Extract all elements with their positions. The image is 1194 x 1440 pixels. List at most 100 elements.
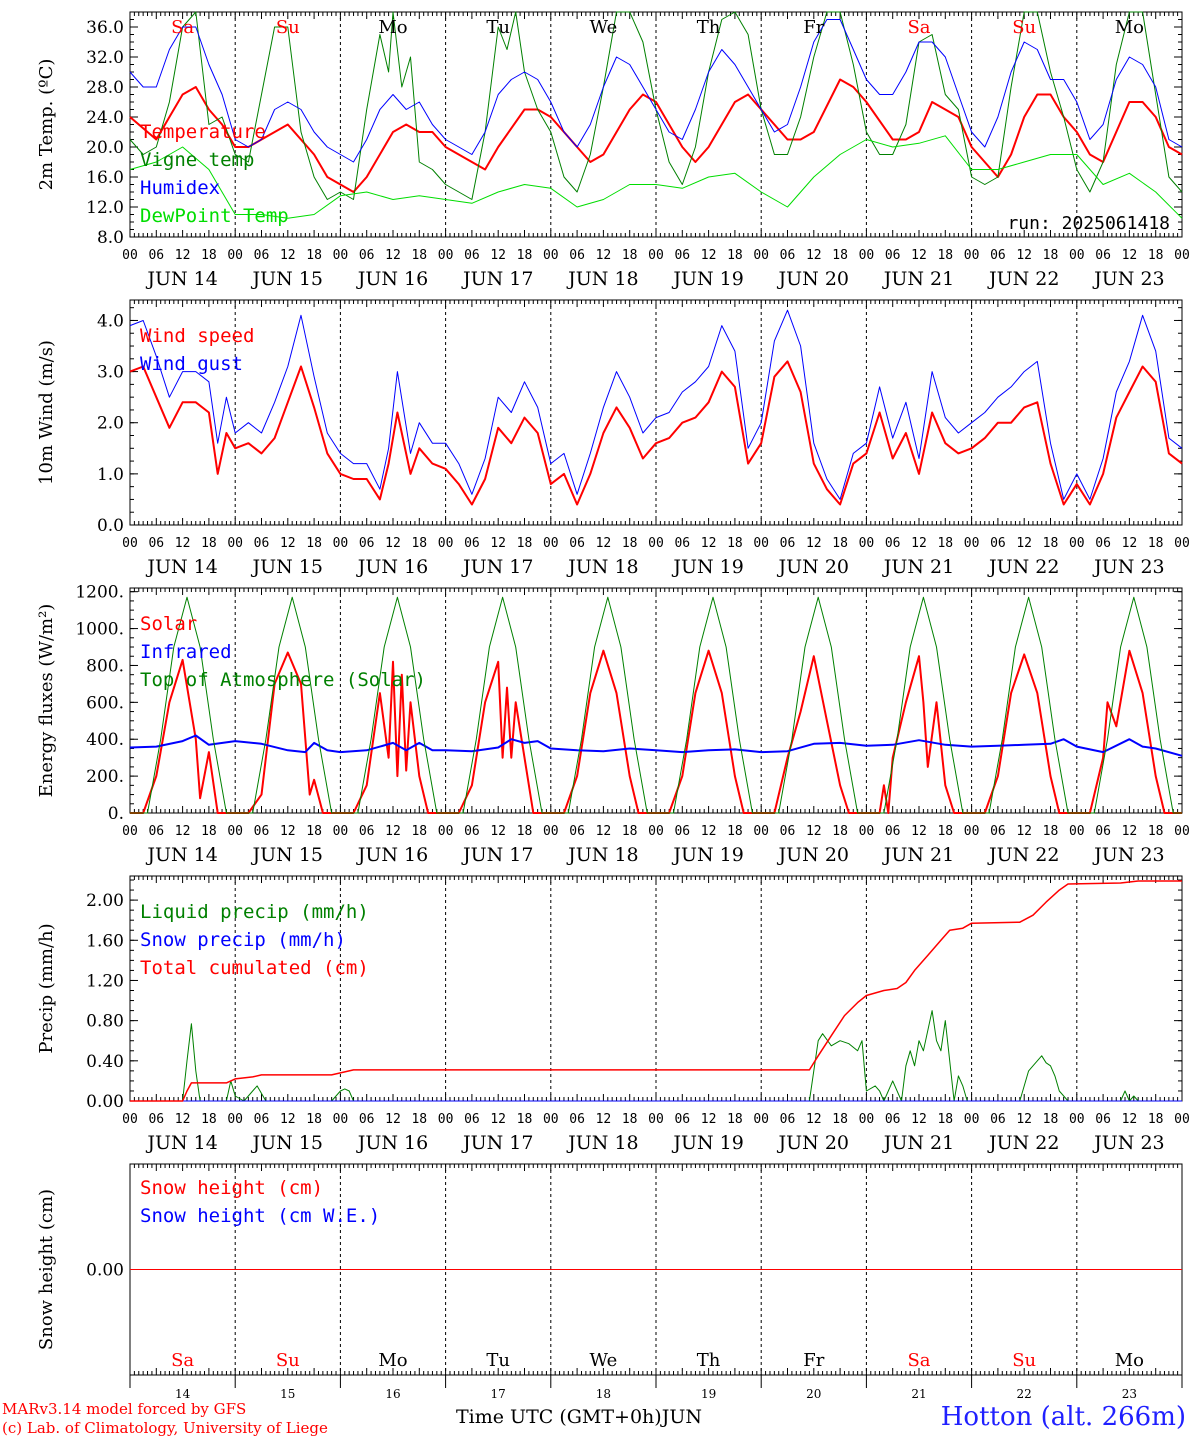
x-hour-label: 18 — [937, 248, 953, 263]
x-hour-label: 06 — [674, 536, 690, 551]
x-hour-label: 00 — [122, 536, 138, 551]
x-hour-label: 18 — [411, 536, 427, 551]
y-tick-label: 2.00 — [86, 891, 124, 911]
y-tick-label: 2.0 — [97, 414, 124, 434]
x-hour-label: 06 — [464, 248, 480, 263]
x-date-label: JUN 21 — [882, 844, 954, 866]
y-tick-label: 0.0 — [97, 516, 124, 536]
x-hour-label: 06 — [885, 824, 901, 839]
x-date-label: JUN 15 — [251, 556, 323, 578]
x-date-label: JUN 21 — [882, 1132, 954, 1154]
x-hour-label: 18 — [832, 536, 848, 551]
weekday-label-bottom: Fr — [803, 1350, 824, 1371]
x-hour-label: 12 — [280, 1112, 296, 1127]
y-tick-label: 32.0 — [86, 48, 124, 68]
x-hour-label: 18 — [201, 1112, 217, 1127]
x-date-label: JUN 15 — [251, 268, 323, 290]
x-hour-label: 12 — [490, 248, 506, 263]
x-hour-label: 00 — [753, 824, 769, 839]
x-hour-label: 12 — [806, 536, 822, 551]
x-hour-label: 00 — [543, 1112, 559, 1127]
x-hour-label: 18 — [411, 248, 427, 263]
x-hour-label: 00 — [227, 536, 243, 551]
x-hour-label: 00 — [859, 824, 875, 839]
x-hour-label: 06 — [1095, 1112, 1111, 1127]
x-hour-label: 12 — [596, 536, 612, 551]
x-hour-label: 12 — [385, 1112, 401, 1127]
legend-entry: Wind speed — [140, 325, 254, 347]
weekday-label-bottom: Su — [1012, 1350, 1036, 1371]
x-hour-label: 12 — [280, 824, 296, 839]
x-hour-label: 06 — [569, 1112, 585, 1127]
x-hour-label: 00 — [1174, 1112, 1190, 1127]
legend-entry: Top of Atmosphere (Solar) — [140, 669, 426, 691]
x-hour-label: 12 — [806, 824, 822, 839]
y-axis-label: Energy fluxes (W/m²) — [36, 604, 57, 798]
x-hour-label: 06 — [254, 824, 270, 839]
x-hour-label: 00 — [753, 536, 769, 551]
x-hour-label: 18 — [622, 248, 638, 263]
day-number-label: 17 — [491, 1387, 506, 1401]
series-line — [130, 880, 1182, 1102]
x-date-label: JUN 22 — [987, 844, 1059, 866]
legend-entry: Vigne temp — [140, 149, 254, 171]
x-date-label: JUN 19 — [671, 556, 743, 578]
x-hour-label: 06 — [254, 248, 270, 263]
x-hour-label: 18 — [201, 248, 217, 263]
y-tick-label: 400. — [86, 730, 124, 750]
x-hour-label: 18 — [517, 248, 533, 263]
x-hour-label: 18 — [1148, 1112, 1164, 1127]
x-hour-label: 12 — [385, 536, 401, 551]
x-hour-label: 00 — [964, 824, 980, 839]
x-hour-label: 00 — [438, 824, 454, 839]
x-hour-label: 12 — [911, 536, 927, 551]
x-hour-label: 06 — [674, 824, 690, 839]
legend-entry: Humidex — [140, 177, 220, 199]
x-date-label: JUN 23 — [1092, 268, 1164, 290]
x-hour-label: 18 — [517, 536, 533, 551]
x-date-label: JUN 16 — [356, 1132, 428, 1154]
x-hour-label: 06 — [780, 1112, 796, 1127]
legend-entry: Infrared — [140, 641, 232, 663]
x-hour-label: 00 — [333, 1112, 349, 1127]
x-date-label: JUN 17 — [461, 556, 533, 578]
x-date-label: JUN 20 — [777, 1132, 849, 1154]
x-hour-label: 00 — [1174, 824, 1190, 839]
x-hour-label: 06 — [359, 1112, 375, 1127]
x-hour-label: 18 — [832, 248, 848, 263]
x-date-label: JUN 20 — [777, 268, 849, 290]
x-hour-label: 00 — [964, 536, 980, 551]
y-tick-label: 1200. — [75, 583, 124, 603]
day-number-label: 22 — [1017, 1387, 1032, 1401]
y-tick-label: 800. — [86, 656, 124, 676]
y-tick-label: 0.80 — [86, 1012, 124, 1032]
x-date-label: JUN 23 — [1092, 844, 1164, 866]
credit-line-2: (c) Lab. of Climatology, University of L… — [2, 1419, 328, 1437]
x-hour-label: 00 — [122, 248, 138, 263]
x-date-label: JUN 22 — [987, 268, 1059, 290]
x-hour-label: 00 — [122, 824, 138, 839]
x-hour-label: 06 — [1095, 248, 1111, 263]
y-tick-label: 0.00 — [86, 1261, 124, 1281]
x-date-label: JUN 14 — [145, 1132, 217, 1154]
x-hour-label: 00 — [859, 536, 875, 551]
x-date-label: JUN 18 — [566, 556, 638, 578]
y-axis-label: Snow height (cm) — [36, 1189, 57, 1350]
x-hour-label: 00 — [227, 1112, 243, 1127]
station-name: Hotton (alt. 266m) — [940, 1402, 1186, 1432]
x-hour-label: 00 — [333, 536, 349, 551]
x-hour-label: 18 — [622, 824, 638, 839]
x-date-label: JUN 18 — [566, 268, 638, 290]
x-date-label: JUN 23 — [1092, 556, 1164, 578]
x-date-label: JUN 16 — [356, 844, 428, 866]
legend-entry: Wind gust — [140, 353, 243, 375]
x-hour-label: 06 — [569, 248, 585, 263]
x-hour-label: 00 — [438, 536, 454, 551]
x-hour-label: 06 — [464, 1112, 480, 1127]
y-tick-label: 20.0 — [86, 138, 124, 158]
x-date-label: JUN 20 — [777, 556, 849, 578]
x-hour-label: 18 — [622, 1112, 638, 1127]
legend-entry: Solar — [140, 613, 197, 635]
x-date-label: JUN 14 — [145, 556, 217, 578]
